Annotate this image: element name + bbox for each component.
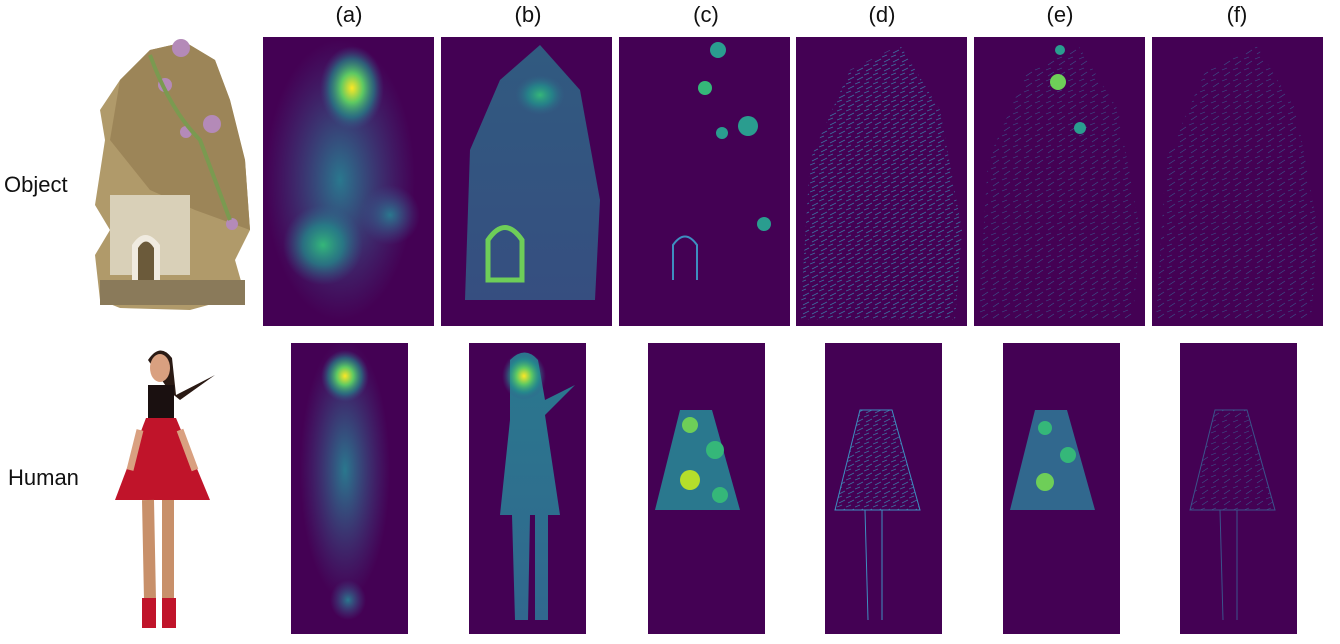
human-maps	[291, 340, 1297, 634]
column-label: (b)	[515, 2, 542, 27]
row-label: Object	[4, 172, 68, 197]
column-label: (a)	[336, 2, 363, 27]
row-label: Human	[8, 465, 79, 490]
object-photo	[95, 39, 250, 310]
object-maps	[263, 37, 1323, 326]
heatmap	[619, 37, 790, 326]
column-label: (c)	[693, 2, 719, 27]
human-photo	[115, 350, 215, 628]
column-label: (f)	[1227, 2, 1248, 27]
page: {"columns": ["(a)", "(b)", "(c)", "(d)",…	[0, 0, 1340, 644]
column-label: (d)	[869, 2, 896, 27]
column-label: (e)	[1047, 2, 1074, 27]
figure: (a) (b) (c) (d) (e) (f) Object Human	[0, 0, 1340, 639]
